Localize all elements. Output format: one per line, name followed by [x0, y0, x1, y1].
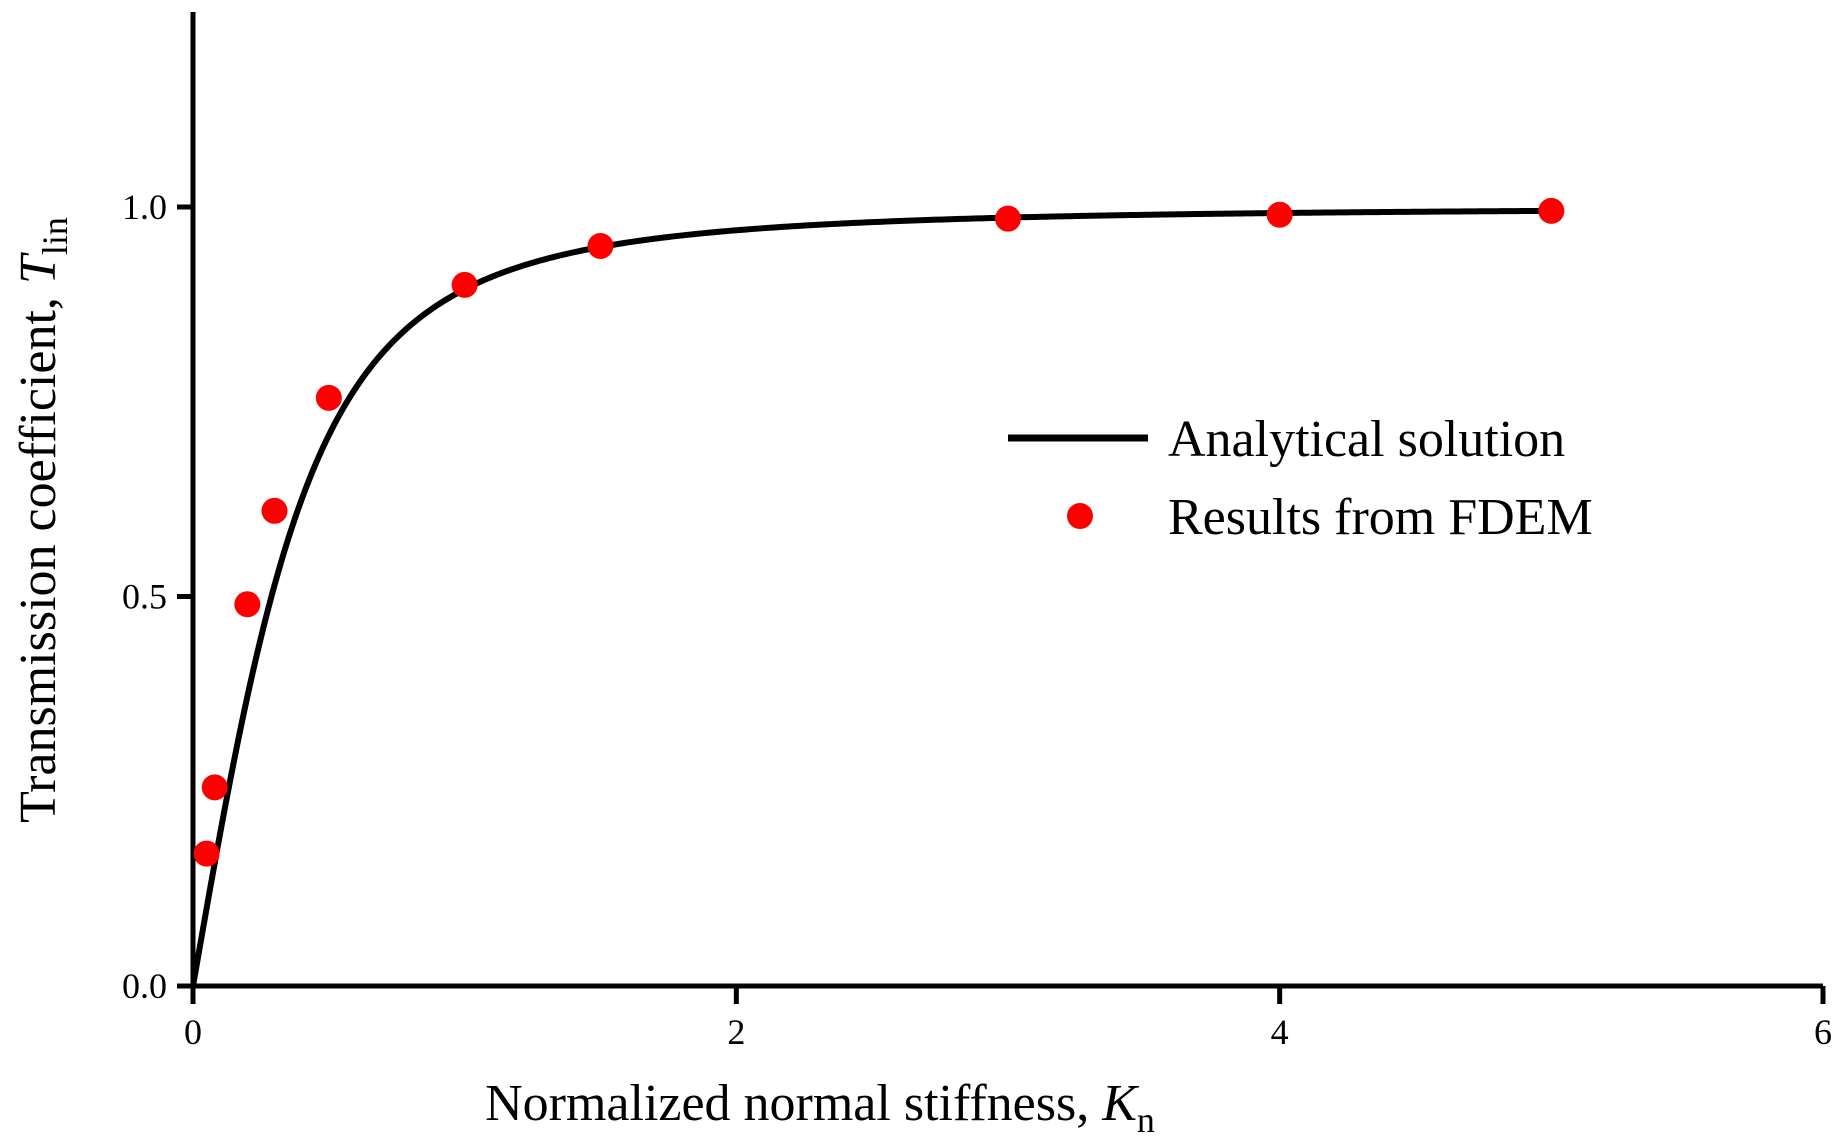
- fdem-point: [1266, 201, 1293, 228]
- x-axis-title: Normalized normal stiffness, Kn: [485, 1075, 1155, 1140]
- x-tick-label: 4: [1271, 1012, 1289, 1052]
- y-ticks: 0.0 0.5 1.0: [122, 187, 193, 1006]
- x-tick-label: 0: [184, 1012, 202, 1052]
- fdem-point: [451, 271, 478, 298]
- y-tick-label: 1.0: [122, 187, 167, 227]
- fdem-point: [1538, 197, 1565, 224]
- x-tick-label: 6: [1814, 1012, 1832, 1052]
- fdem-point: [193, 840, 220, 867]
- legend: Analytical solution Results from FDEM: [1008, 411, 1593, 546]
- legend-label-fdem: Results from FDEM: [1168, 489, 1593, 546]
- fdem-point: [234, 591, 261, 618]
- fdem-point: [995, 205, 1021, 232]
- y-tick-label: 0.0: [122, 966, 167, 1006]
- x-tick-label: 2: [727, 1012, 745, 1052]
- fdem-points: [193, 197, 1565, 867]
- analytical-solution-line: [190, 207, 1552, 987]
- x-ticks: 0 2 4 6: [184, 986, 1832, 1052]
- fdem-point: [315, 384, 342, 411]
- legend-marker-swatch: [1067, 503, 1093, 529]
- legend-label-analytical: Analytical solution: [1168, 411, 1565, 468]
- fdem-point: [587, 232, 614, 259]
- y-axis-title: Transmission coefficient, Tlin: [10, 217, 75, 823]
- fdem-point: [201, 774, 228, 801]
- fdem-point: [261, 497, 288, 524]
- y-tick-label: 0.5: [122, 577, 167, 617]
